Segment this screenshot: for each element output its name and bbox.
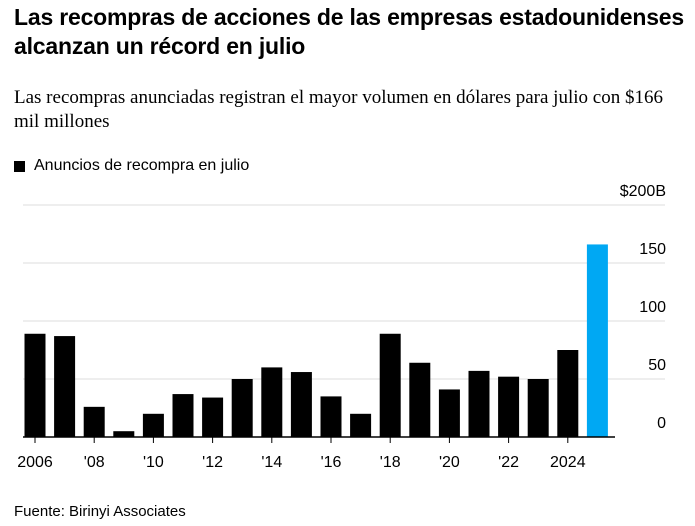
chart-title: Las recompras de acciones de las empresa…: [14, 4, 684, 59]
bar-2016: [320, 396, 342, 437]
bar-2019: [409, 362, 431, 437]
bar-2007: [54, 336, 76, 437]
x-tick-label: '08: [84, 454, 105, 471]
bar-2024: [557, 350, 579, 437]
bars: [24, 244, 608, 437]
legend-label: Anuncios de recompra en julio: [34, 157, 250, 174]
source-note: Fuente: Birinyi Associates: [14, 503, 186, 520]
bar-2022: [498, 376, 520, 437]
bar-2014: [261, 367, 283, 437]
bar-2006: [24, 333, 46, 437]
x-tick-label: 2024: [550, 454, 586, 471]
y-tick-label: $200B: [620, 183, 666, 200]
legend-swatch: [14, 160, 25, 172]
bar-2018: [379, 333, 401, 437]
x-tick-label: '18: [380, 454, 401, 471]
bar-2023: [527, 379, 549, 437]
legend: Anuncios de recompra en julio: [14, 156, 249, 176]
x-tick-label: '14: [261, 454, 282, 471]
bar-2010: [142, 413, 164, 437]
x-tick-label: 2006: [17, 454, 53, 471]
x-tick-label: '20: [439, 454, 460, 471]
y-tick-label: 50: [648, 357, 666, 374]
x-tick-label: '16: [321, 454, 342, 471]
y-axis-labels: 0 50 100 150 $200B: [620, 183, 666, 432]
bar-2009: [113, 431, 135, 437]
bar-2011: [172, 394, 194, 437]
bar-2012: [202, 397, 224, 437]
bar-2017: [350, 413, 372, 437]
bar-2021: [468, 370, 490, 437]
x-tick-label: '10: [143, 454, 164, 471]
bar-2015: [290, 372, 312, 437]
chart-subtitle: Las recompras anunciadas registran el ma…: [14, 87, 663, 132]
y-tick-label: 100: [639, 299, 666, 316]
bar-2025: [586, 244, 608, 437]
x-axis: 2006 '08 '10 '12 '14 '16 '18 '20 '22 2024: [17, 436, 615, 471]
bar-2013: [231, 379, 253, 437]
bar-2008: [83, 406, 105, 437]
y-tick-label: 150: [639, 241, 666, 258]
y-tick-label: 0: [657, 415, 666, 432]
x-tick-label: '22: [498, 454, 519, 471]
x-tick-label: '12: [202, 454, 223, 471]
bar-2020: [438, 389, 460, 437]
